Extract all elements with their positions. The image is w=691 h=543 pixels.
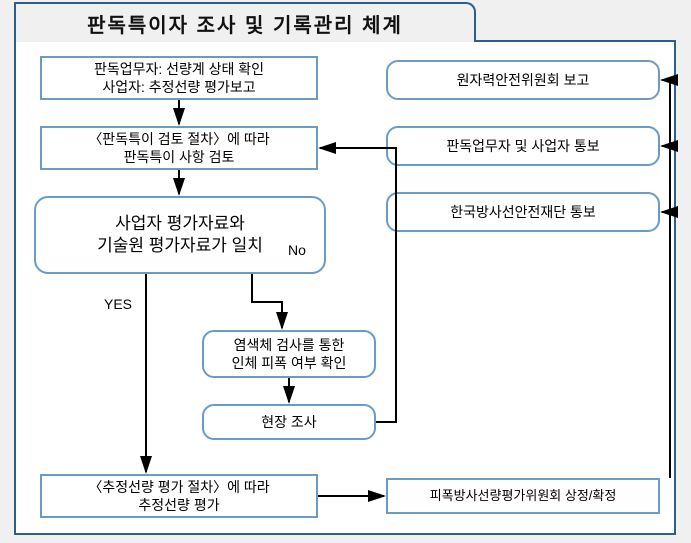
label-yes: YES [104, 296, 132, 312]
node-initial-report: 판독업무자: 선량계 상태 확인 사업자: 추정선량 평가보고 [40, 56, 318, 100]
node-notify-operators: 판독업무자 및 사업자 통보 [386, 126, 660, 166]
node-field-survey: 현장 조사 [202, 404, 376, 440]
node-chromosome-check: 염색체 검사를 통한 인체 피폭 여부 확인 [202, 330, 376, 378]
node-report-nssc: 원자력안전위원회 보고 [386, 60, 660, 100]
flowchart-arrows [16, 42, 678, 537]
diagram-title: 판독특이자 조사 및 기록관리 체계 [14, 2, 476, 42]
node-review-procedure: 〈판독특이 검토 절차〉에 따라 판독특이 사항 검토 [40, 126, 318, 170]
node-notify-foundation: 한국방사선안전재단 통보 [386, 192, 660, 232]
label-no: No [288, 242, 306, 258]
node-decision-match: 사업자 평가자료와 기술원 평가자료가 일치 [34, 196, 326, 274]
flowchart-frame: 판독업무자: 선량계 상태 확인 사업자: 추정선량 평가보고 〈판독특이 검토… [14, 40, 676, 535]
node-committee-decision: 피폭방사선량평가위원회 상정/확정 [386, 478, 660, 514]
node-dose-evaluation: 〈추정선량 평가 절차〉에 따라 추정선량 평가 [40, 474, 318, 518]
